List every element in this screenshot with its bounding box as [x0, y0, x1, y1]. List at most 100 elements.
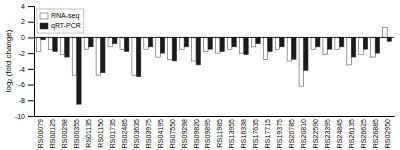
zero-line — [34, 37, 394, 38]
y-tick-label: -8 — [19, 97, 25, 104]
x-tick-label: RS04195 — [157, 119, 164, 148]
x-tick: RS00079 — [37, 116, 44, 148]
y-tick: 4 — [21, 3, 34, 10]
bars — [36, 27, 391, 104]
x-tick: RS02485 — [121, 116, 128, 148]
y-tick-mark — [28, 22, 34, 23]
y-tick: -4 — [19, 66, 34, 73]
bar — [196, 37, 200, 65]
x-tick: RS19375 — [276, 116, 283, 148]
bar — [72, 37, 76, 75]
y-axis-title: log₂ (fold change) — [4, 29, 13, 92]
x-tick-label: RS09820 — [193, 119, 200, 148]
bar — [148, 37, 152, 46]
bar — [48, 37, 52, 49]
x-tick: RS13955 — [228, 116, 235, 148]
x-tick: RS07550 — [169, 116, 176, 148]
x-tick-label: RS00355 — [73, 119, 80, 148]
y-tick-mark — [28, 6, 34, 7]
bar — [156, 37, 160, 57]
bar — [184, 37, 188, 46]
bar — [144, 37, 148, 49]
y-axis: -10-8-6-4-2024 — [15, 3, 35, 120]
plot: -10-8-6-4-2024RS00079RS00125RS00298RS003… — [15, 3, 395, 148]
x-tick: RS04195 — [157, 116, 164, 148]
bar — [244, 37, 248, 54]
x-tick: RS00298 — [61, 116, 68, 148]
chart-container: -10-8-6-4-2024RS00079RS00125RS00298RS003… — [0, 0, 400, 150]
legend-item: qRT-PCR — [40, 22, 81, 30]
x-tick-label: RS20785 — [288, 119, 295, 148]
bar — [192, 37, 196, 61]
y-tick-mark — [28, 69, 34, 70]
x-tick: RS26135 — [348, 116, 355, 148]
legend-item: RNA-seq — [40, 12, 80, 20]
y-tick: 0 — [21, 34, 34, 41]
bar — [120, 37, 124, 49]
bar — [215, 37, 219, 53]
x-tick: RS16338 — [240, 116, 247, 148]
bar — [299, 37, 303, 86]
legend-label: qRT-PCR — [51, 22, 81, 30]
bar — [108, 37, 112, 46]
bar — [311, 37, 315, 49]
legend-frame — [37, 9, 84, 33]
bar — [351, 37, 355, 57]
bar — [339, 37, 343, 46]
x-tick: RS20810 — [300, 116, 307, 148]
x-tick-label: RS00079 — [37, 119, 44, 148]
y-tick: -2 — [19, 50, 34, 57]
x-tick: RS02950 — [384, 116, 391, 148]
x-tick-label: RS19375 — [276, 119, 283, 148]
x-tick-label: RS23395 — [324, 119, 331, 148]
x-tick-label: RS01135 — [85, 119, 92, 148]
y-tick-label: 0 — [21, 34, 25, 41]
bar — [136, 37, 140, 76]
bar — [60, 37, 64, 54]
x-tick: RS03975 — [145, 116, 152, 148]
x-tick-label: RS02485 — [121, 119, 128, 148]
legend: RNA-seq qRT-PCR — [37, 9, 84, 33]
x-tick-label: RS16338 — [240, 119, 247, 148]
x-tick-label: RS03975 — [145, 119, 152, 148]
y-tick-label: -4 — [19, 66, 25, 73]
bar — [304, 37, 308, 70]
x-tick: RS22590 — [312, 116, 319, 148]
legend-label: RNA-seq — [51, 12, 80, 20]
bar — [287, 37, 291, 61]
bar — [251, 37, 255, 46]
bar — [84, 37, 88, 49]
x-tick-label: RS26885 — [372, 119, 379, 148]
bar — [256, 37, 260, 43]
x-tick: RS03635 — [133, 116, 140, 148]
x-tick: RS23395 — [324, 116, 331, 148]
y-axis-line — [28, 7, 35, 117]
x-axis: RS00079RS00125RS00298RS00355RS01135RS011… — [35, 116, 395, 148]
x-tick: RS00125 — [49, 116, 56, 148]
x-tick-label: RS00125 — [49, 119, 56, 148]
chart: -10-8-6-4-2024RS00079RS00125RS00298RS003… — [0, 0, 400, 150]
bar-series — [41, 37, 392, 104]
bar — [232, 37, 236, 46]
x-tick: RS24845 — [336, 116, 343, 148]
x-tick-label: RS07550 — [169, 119, 176, 148]
bar — [220, 37, 224, 51]
y-tick-mark — [28, 100, 34, 101]
x-tick-label: RS03635 — [133, 119, 140, 148]
bar — [227, 37, 231, 49]
x-tick-label: RS13955 — [228, 119, 235, 148]
y-tick: 2 — [21, 18, 34, 25]
x-tick: RS00355 — [73, 116, 80, 148]
x-tick-label: RS24845 — [336, 119, 343, 148]
x-tick-label: RS09895 — [204, 119, 211, 148]
bar — [280, 37, 284, 46]
bar — [359, 37, 363, 54]
legend-swatch — [40, 23, 48, 29]
bar — [208, 37, 212, 49]
bar — [347, 37, 351, 65]
bar — [327, 37, 331, 49]
y-tick: -10 — [15, 113, 34, 120]
x-tick-label: RS11985 — [216, 119, 223, 148]
bar — [96, 37, 100, 75]
bar — [239, 37, 243, 53]
